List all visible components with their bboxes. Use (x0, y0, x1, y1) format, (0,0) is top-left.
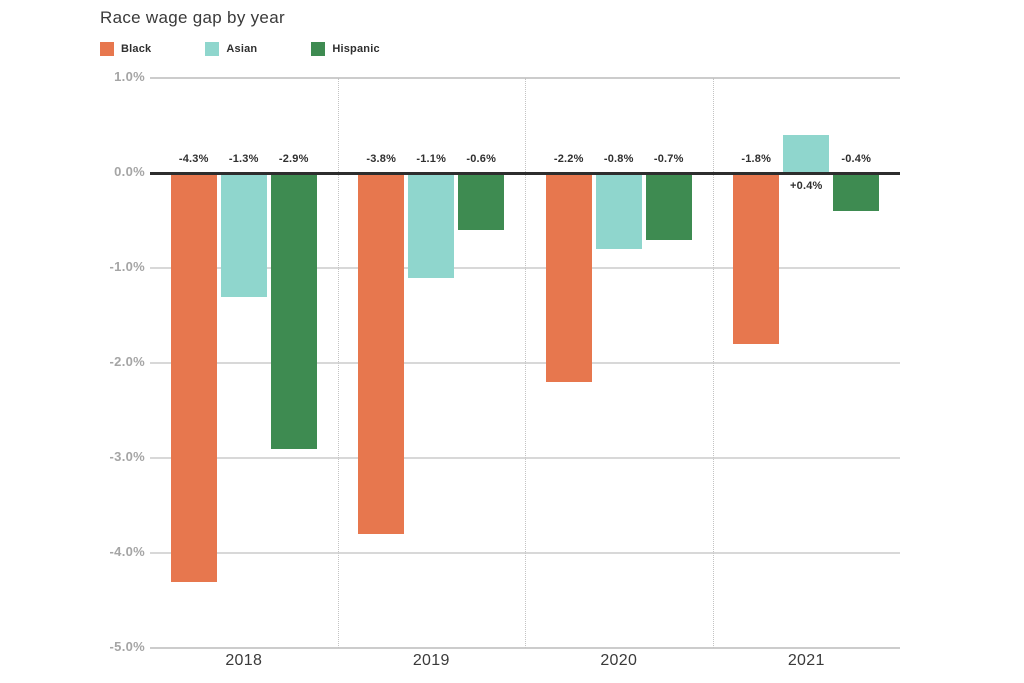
bar-asian-2021 (783, 135, 830, 173)
bar-asian-2020 (595, 173, 642, 249)
y-axis-tick-label: 1.0% (114, 69, 145, 84)
y-axis-tick-label: -3.0% (109, 449, 145, 464)
legend-swatch-hispanic (311, 42, 326, 56)
bar-value-label: -1.1% (416, 153, 447, 165)
bar-hispanic-2018 (270, 173, 317, 449)
bar-value-label: -1.8% (741, 153, 772, 165)
legend-swatch-asian (205, 42, 220, 56)
bar-black-2019 (358, 173, 405, 534)
bar-value-label: -1.3% (228, 153, 259, 165)
legend-label-black: Black (121, 43, 152, 55)
bar-value-label: -0.4% (841, 153, 872, 165)
bar-value-label: -2.9% (278, 153, 309, 165)
bar-hispanic-2020 (645, 173, 692, 240)
bar-asian-2019 (408, 173, 455, 278)
bar-value-label: -0.7% (653, 153, 684, 165)
zero-axis-line (150, 171, 900, 175)
x-axis-year-label: 2018 (225, 652, 263, 669)
bar-value-label: -4.3% (178, 153, 209, 165)
bar-black-2020 (545, 173, 592, 382)
legend-item-black: Black (100, 42, 151, 56)
legend-swatch-black (100, 42, 114, 56)
bar-value-label: -0.6% (466, 153, 497, 165)
year-separator-line (337, 78, 339, 648)
legend-item-asian: Asian (205, 42, 257, 56)
bar-hispanic-2021 (833, 173, 880, 211)
legend: Black Asian Hispanic (100, 42, 380, 56)
y-axis-tick-label: -5.0% (109, 639, 145, 654)
x-axis-year-label: 2021 (787, 652, 825, 669)
legend-item-hispanic: Hispanic (311, 42, 380, 56)
bar-value-label: -2.2% (553, 153, 584, 165)
y-axis-tick-label: 0.0% (114, 164, 145, 179)
legend-label-hispanic: Hispanic (332, 43, 380, 55)
year-separator-line (525, 78, 526, 648)
year-separator-line (712, 78, 714, 648)
bar-value-label: -3.8% (366, 153, 397, 165)
bar-asian-2018 (220, 173, 267, 297)
y-axis-tick-label: -4.0% (109, 544, 145, 559)
x-axis-year-label: 2019 (412, 652, 450, 669)
y-axis-tick-label: -2.0% (109, 354, 145, 369)
bar-value-label: +0.4% (790, 180, 823, 192)
legend-label-asian: Asian (226, 43, 258, 55)
chart-title: Race wage gap by year (100, 8, 285, 27)
x-axis-year-label: 2020 (600, 652, 638, 669)
gridline (150, 647, 900, 649)
bar-value-label: -0.8% (603, 153, 634, 165)
bar-hispanic-2019 (458, 173, 505, 230)
y-axis-tick-label: -1.0% (109, 259, 145, 274)
bar-black-2021 (733, 173, 780, 344)
bar-black-2018 (170, 173, 217, 582)
